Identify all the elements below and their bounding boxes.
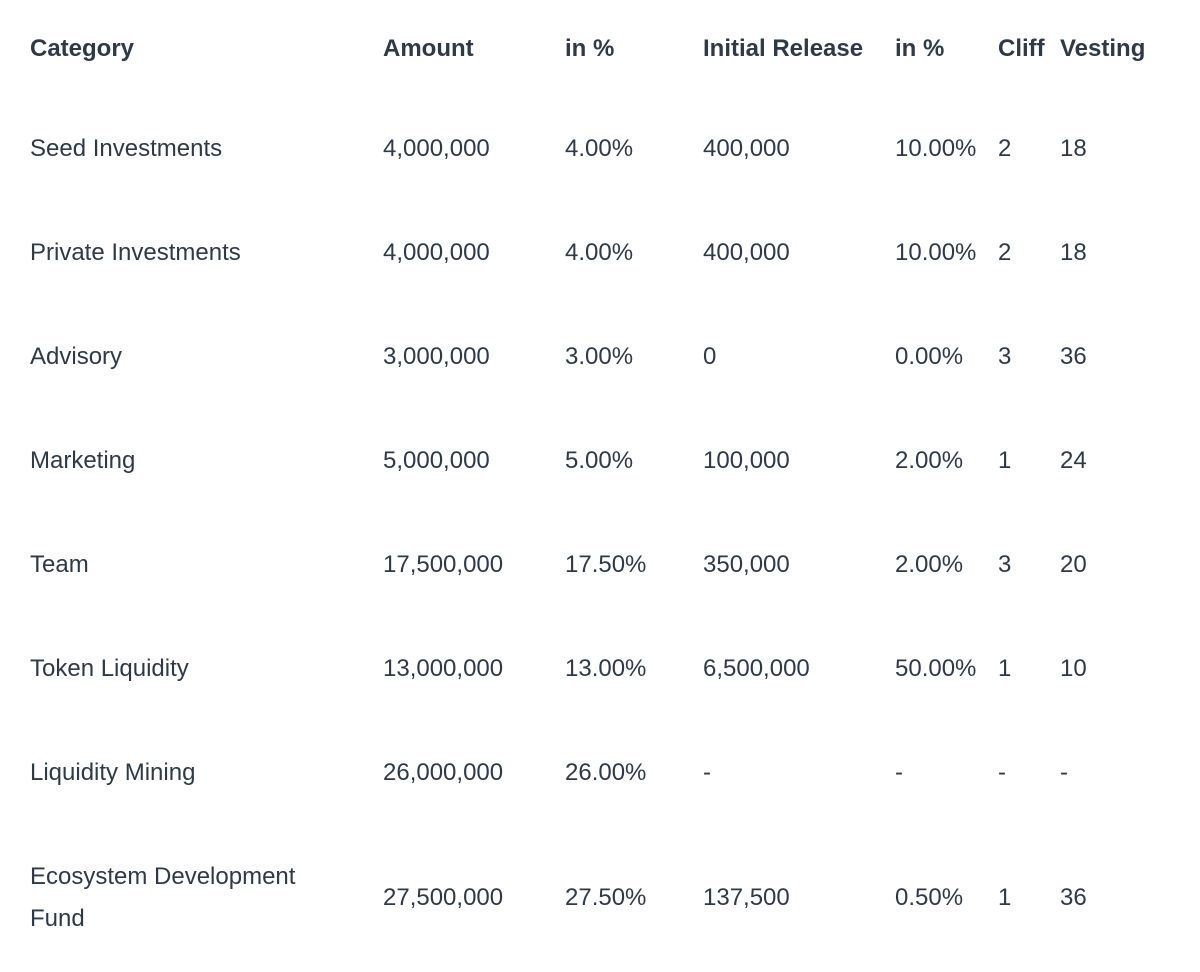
column-header-amount: Amount [383, 34, 474, 62]
table-row: Team 17,500,000 17.50% 350,000 2.00% 3 2… [0, 513, 1200, 617]
column-header-cliff: Cliff [998, 34, 1045, 62]
cell-release-pct: - [895, 759, 903, 786]
cell-release-pct: 50.00% [895, 655, 977, 682]
table-row: Seed Investments 4,000,000 4.00% 400,000… [0, 97, 1200, 201]
cell-amount: 4,000,000 [383, 239, 490, 266]
cell-category: Ecosystem Development Fund [30, 863, 296, 932]
table-row: Token Liquidity 13,000,000 13.00% 6,500,… [0, 617, 1200, 721]
cell-amount: 17,500,000 [383, 551, 504, 578]
cell-release-pct: 10.00% [895, 239, 977, 266]
table-row: Ecosystem Development Fund 27,500,000 27… [0, 825, 1200, 971]
cell-amount: 27,500,000 [383, 884, 504, 911]
column-header-release-pct: in % [895, 34, 945, 62]
cell-category: Team [30, 551, 89, 578]
cell-cliff: - [998, 759, 1006, 786]
cell-release-pct: 2.00% [895, 551, 964, 578]
cell-cliff: 2 [998, 135, 1012, 162]
cell-cliff: 1 [998, 884, 1012, 911]
cell-initial-release: 400,000 [703, 135, 790, 162]
cell-vesting: 18 [1060, 239, 1087, 266]
cell-cliff: 3 [998, 343, 1012, 370]
cell-category: Private Investments [30, 239, 241, 266]
cell-amount-pct: 4.00% [565, 239, 634, 266]
table-body: Seed Investments 4,000,000 4.00% 400,000… [0, 97, 1200, 971]
cell-initial-release: 137,500 [703, 884, 790, 911]
table-row: Advisory 3,000,000 3.00% 0 0.00% 3 36 [0, 305, 1200, 409]
table-row: Liquidity Mining 26,000,000 26.00% - - -… [0, 721, 1200, 825]
cell-initial-release: 400,000 [703, 239, 790, 266]
cell-amount: 4,000,000 [383, 135, 490, 162]
cell-release-pct: 10.00% [895, 135, 977, 162]
cell-amount-pct: 5.00% [565, 447, 634, 474]
cell-vesting: - [1060, 759, 1068, 786]
cell-cliff: 1 [998, 655, 1012, 682]
cell-amount-pct: 27.50% [565, 884, 647, 911]
column-header-initial-release: Initial Release [703, 34, 864, 62]
cell-category: Liquidity Mining [30, 759, 196, 786]
table-header: Category Amount in % Initial Release in … [0, 0, 1200, 97]
cell-amount-pct: 13.00% [565, 655, 647, 682]
cell-initial-release: 350,000 [703, 551, 790, 578]
cell-vesting: 36 [1060, 343, 1087, 370]
cell-amount-pct: 17.50% [565, 551, 647, 578]
cell-amount-pct: 26.00% [565, 759, 647, 786]
header-row: Category Amount in % Initial Release in … [0, 0, 1200, 97]
cell-vesting: 10 [1060, 655, 1087, 682]
cell-initial-release: 6,500,000 [703, 655, 810, 682]
cell-release-pct: 0.50% [895, 884, 964, 911]
table-row: Marketing 5,000,000 5.00% 100,000 2.00% … [0, 409, 1200, 513]
cell-release-pct: 2.00% [895, 447, 964, 474]
cell-category: Token Liquidity [30, 655, 189, 682]
cell-initial-release: 0 [703, 343, 717, 370]
cell-amount: 3,000,000 [383, 343, 490, 370]
column-header-category: Category [30, 34, 135, 62]
cell-amount: 26,000,000 [383, 759, 504, 786]
cell-release-pct: 0.00% [895, 343, 964, 370]
cell-vesting: 36 [1060, 884, 1087, 911]
cell-cliff: 2 [998, 239, 1012, 266]
cell-vesting: 24 [1060, 447, 1087, 474]
cell-amount: 13,000,000 [383, 655, 504, 682]
cell-amount-pct: 3.00% [565, 343, 634, 370]
column-header-amount-pct: in % [565, 34, 615, 62]
cell-vesting: 18 [1060, 135, 1087, 162]
cell-category: Advisory [30, 343, 123, 370]
cell-category: Seed Investments [30, 135, 223, 162]
cell-vesting: 20 [1060, 551, 1087, 578]
cell-amount-pct: 4.00% [565, 135, 634, 162]
cell-category: Marketing [30, 447, 136, 474]
cell-initial-release: - [703, 759, 711, 786]
cell-initial-release: 100,000 [703, 447, 790, 474]
cell-amount: 5,000,000 [383, 447, 490, 474]
cell-cliff: 3 [998, 551, 1012, 578]
table-row: Private Investments 4,000,000 4.00% 400,… [0, 201, 1200, 305]
cell-cliff: 1 [998, 447, 1012, 474]
column-header-vesting: Vesting [1060, 34, 1146, 62]
